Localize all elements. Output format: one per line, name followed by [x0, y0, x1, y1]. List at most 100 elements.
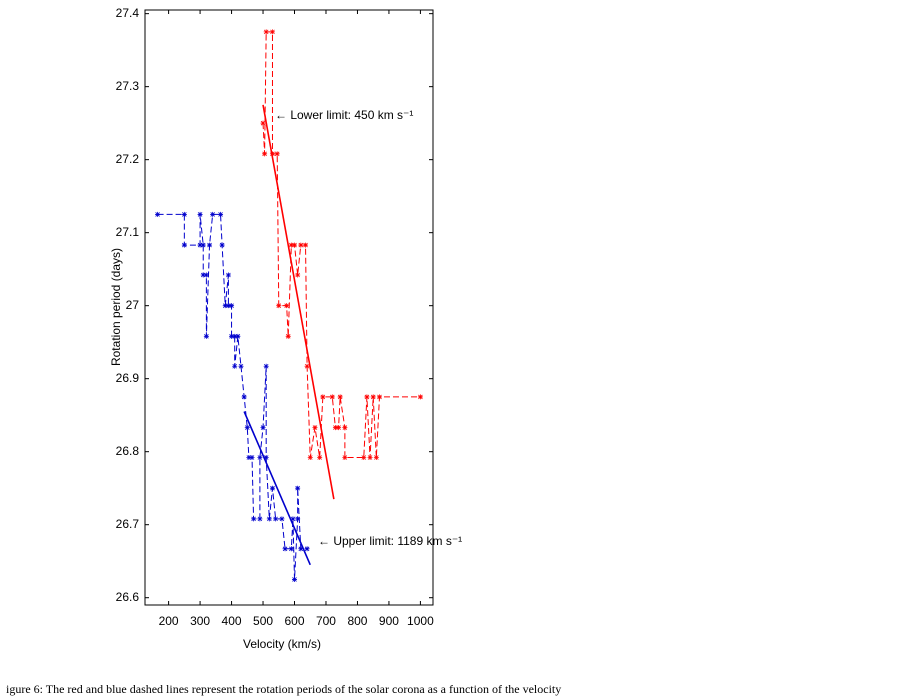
data-marker — [210, 211, 216, 217]
data-line — [262, 31, 421, 459]
data-marker — [269, 29, 275, 35]
data-marker — [260, 425, 266, 431]
data-marker — [274, 151, 280, 157]
x-tick-label: 200 — [159, 614, 179, 628]
data-marker — [263, 363, 269, 369]
data-marker — [249, 455, 255, 461]
data-line — [157, 213, 308, 580]
data-marker — [336, 425, 342, 431]
data-marker — [246, 455, 252, 461]
data-marker — [320, 394, 326, 400]
data-marker — [370, 394, 376, 400]
y-tick-label: 26.9 — [116, 371, 140, 385]
data-marker — [244, 425, 250, 431]
y-tick-label: 26.8 — [116, 444, 140, 458]
annotation: ← Upper limit: 1189 km s⁻¹ — [318, 534, 462, 548]
x-tick-label: 700 — [316, 614, 336, 628]
data-marker — [181, 242, 187, 248]
y-tick-label: 27.4 — [116, 6, 140, 20]
data-marker — [200, 242, 206, 248]
data-marker — [200, 272, 206, 278]
data-marker — [225, 303, 231, 309]
data-marker — [292, 242, 298, 248]
data-marker — [282, 546, 288, 552]
data-marker — [197, 211, 203, 217]
x-tick-label: 1000 — [407, 614, 434, 628]
data-marker — [263, 29, 269, 35]
data-marker — [219, 242, 225, 248]
data-marker — [290, 516, 296, 522]
data-marker — [232, 363, 238, 369]
annotation: ← Lower limit: 450 km s⁻¹ — [275, 108, 413, 122]
data-marker — [269, 485, 275, 491]
data-marker — [332, 425, 338, 431]
y-tick-label: 27 — [126, 298, 140, 312]
data-marker — [312, 425, 318, 431]
data-marker — [303, 242, 309, 248]
data-marker — [225, 272, 231, 278]
data-marker — [155, 211, 161, 217]
data-marker — [337, 394, 343, 400]
x-tick-label: 400 — [222, 614, 242, 628]
data-marker — [373, 455, 379, 461]
y-tick-label: 26.7 — [116, 517, 140, 531]
data-marker — [298, 546, 304, 552]
data-marker — [207, 242, 213, 248]
data-marker — [376, 394, 382, 400]
data-marker — [273, 516, 279, 522]
x-axis-label: Velocity (km/s) — [243, 637, 321, 651]
data-marker — [342, 455, 348, 461]
data-marker — [295, 485, 301, 491]
data-marker — [262, 151, 268, 157]
data-marker — [203, 272, 209, 278]
x-tick-label: 500 — [253, 614, 273, 628]
x-tick-label: 600 — [284, 614, 304, 628]
caption: igure 6: The red and blue dashed lines r… — [6, 682, 561, 696]
data-marker — [241, 394, 247, 400]
data-marker — [295, 516, 301, 522]
data-marker — [229, 303, 235, 309]
data-marker — [304, 546, 310, 552]
y-tick-label: 27.2 — [116, 152, 140, 166]
data-marker — [317, 455, 323, 461]
x-tick-label: 800 — [347, 614, 367, 628]
data-marker — [276, 303, 282, 309]
data-marker — [285, 333, 291, 339]
data-marker — [298, 242, 304, 248]
data-marker — [361, 455, 367, 461]
data-marker — [417, 394, 423, 400]
data-marker — [288, 546, 294, 552]
data-marker — [284, 303, 290, 309]
data-marker — [235, 333, 241, 339]
data-marker — [260, 120, 266, 126]
x-tick-label: 300 — [190, 614, 210, 628]
y-axis-label: Rotation period (days) — [109, 248, 123, 366]
data-marker — [251, 516, 257, 522]
fit-line — [243, 411, 311, 566]
data-marker — [203, 333, 209, 339]
data-marker — [367, 455, 373, 461]
data-marker — [218, 211, 224, 217]
plot-frame — [144, 9, 434, 606]
data-marker — [257, 516, 263, 522]
data-marker — [222, 303, 228, 309]
data-marker — [304, 363, 310, 369]
fit-line — [262, 104, 335, 500]
data-marker — [292, 576, 298, 582]
data-marker — [229, 333, 235, 339]
data-marker — [342, 425, 348, 431]
data-marker — [266, 516, 272, 522]
data-marker — [263, 455, 269, 461]
data-marker — [181, 211, 187, 217]
data-marker — [364, 394, 370, 400]
data-marker — [257, 455, 263, 461]
y-tick-label: 27.1 — [116, 225, 140, 239]
data-marker — [288, 242, 294, 248]
x-tick-label: 900 — [379, 614, 399, 628]
y-tick-label: 26.6 — [116, 590, 140, 604]
data-marker — [238, 363, 244, 369]
data-marker — [307, 455, 313, 461]
data-marker — [197, 242, 203, 248]
